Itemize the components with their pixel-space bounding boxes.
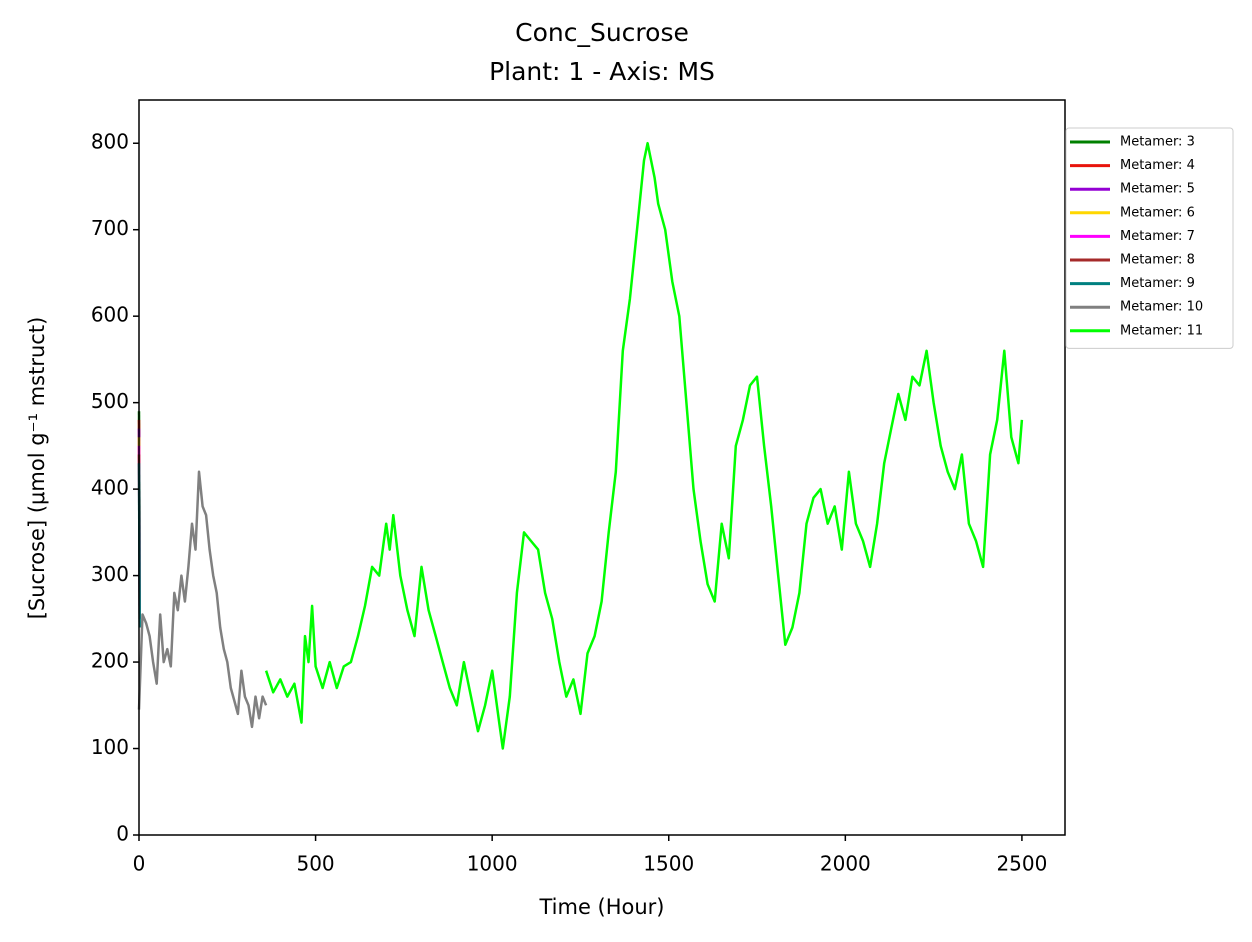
x-axis-label: Time (Hour) xyxy=(538,895,664,919)
legend-label: Metamer: 7 xyxy=(1120,229,1195,244)
y-tick-label: 400 xyxy=(91,476,129,500)
y-tick-label: 700 xyxy=(91,216,129,240)
x-tick-label: 0 xyxy=(133,852,146,876)
x-tick-label: 1500 xyxy=(643,852,694,876)
legend-label: Metamer: 4 xyxy=(1120,158,1195,173)
legend-label: Metamer: 6 xyxy=(1120,205,1195,220)
legend-label: Metamer: 8 xyxy=(1120,253,1195,268)
y-tick-label: 300 xyxy=(91,562,129,586)
y-tick-label: 200 xyxy=(91,649,129,673)
y-tick-label: 100 xyxy=(91,735,129,759)
legend-label: Metamer: 3 xyxy=(1120,135,1195,150)
plot-frame xyxy=(138,99,1066,836)
y-tick-label: 0 xyxy=(116,822,129,846)
y-tick-label: 800 xyxy=(91,130,129,154)
legend-label: Metamer: 10 xyxy=(1120,300,1203,315)
y-tick-label: 500 xyxy=(91,389,129,413)
chart-subtitle: Plant: 1 - Axis: MS xyxy=(489,57,715,86)
y-axis-label: [Sucrose] (μmol g⁻¹ mstruct) xyxy=(25,317,49,620)
x-tick-label: 1000 xyxy=(467,852,518,876)
x-tick-label: 500 xyxy=(296,852,334,876)
data-line xyxy=(137,470,268,729)
y-tick-label: 600 xyxy=(91,303,129,327)
x-tick-label: 2000 xyxy=(820,852,871,876)
legend-label: Metamer: 11 xyxy=(1120,323,1203,338)
legend-box xyxy=(1065,127,1234,349)
data-line xyxy=(264,141,1024,750)
legend-label: Metamer: 5 xyxy=(1120,182,1195,197)
legend-label: Metamer: 9 xyxy=(1120,276,1195,291)
chart-title: Conc_Sucrose xyxy=(515,18,689,47)
x-tick-label: 2500 xyxy=(996,852,1047,876)
